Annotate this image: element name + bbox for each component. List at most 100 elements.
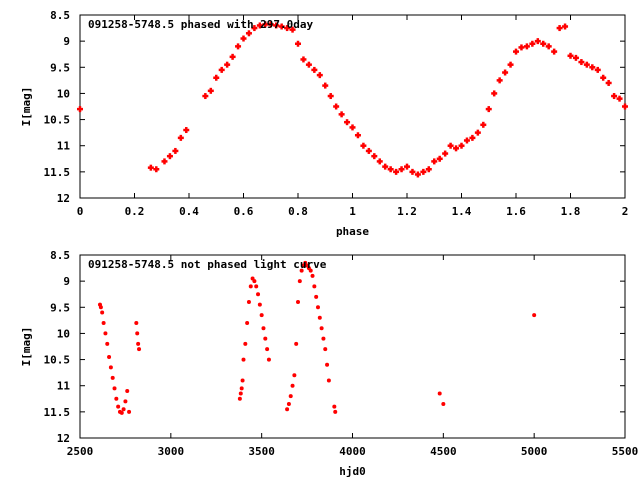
- data-point: [436, 155, 443, 162]
- data-point: [267, 21, 274, 28]
- data-point: [261, 326, 266, 331]
- data-point: [237, 396, 242, 401]
- data-point: [240, 35, 247, 42]
- data-point: [305, 61, 312, 68]
- y-tick-label: 10: [57, 87, 70, 100]
- y-axis-label: I[mag]: [20, 327, 33, 367]
- data-point: [263, 336, 268, 341]
- data-point: [567, 52, 574, 59]
- x-axis-label: hjd0: [339, 465, 366, 478]
- data-point: [437, 391, 442, 396]
- phased-panel: 0 0.2 0.4 0.6 0.8 1 1.2 1.4 1.6 1.8 2 8.5 9 9.5 10 10.5…: [20, 9, 628, 238]
- data-point: [431, 158, 438, 165]
- y-tick-label: 10.5: [44, 114, 71, 127]
- data-point: [147, 164, 154, 171]
- x-tick-label: 2500: [67, 445, 94, 458]
- data-point: [338, 111, 345, 118]
- x-axis-label: phase: [336, 225, 369, 238]
- data-point: [183, 127, 190, 134]
- data-point: [100, 310, 105, 315]
- data-point: [108, 365, 113, 370]
- data-point: [562, 23, 569, 30]
- y-tick-label: 8.5: [50, 249, 70, 262]
- data-point: [376, 158, 383, 165]
- data-point: [532, 313, 537, 318]
- data-point: [112, 386, 117, 391]
- data-point: [288, 394, 293, 399]
- data-point: [312, 284, 317, 289]
- x-tick-label: 0.4: [179, 205, 199, 218]
- x-tick-label: 0.8: [288, 205, 308, 218]
- data-point: [534, 38, 541, 45]
- data-point: [398, 166, 405, 173]
- data-point: [77, 106, 83, 113]
- data-point: [308, 268, 313, 273]
- y-tick-label: 12: [57, 432, 70, 445]
- data-point: [107, 354, 112, 359]
- data-point: [121, 407, 126, 412]
- y-tick-label: 9: [63, 275, 70, 288]
- data-point: [136, 341, 141, 346]
- x-tick-label: 4000: [339, 445, 366, 458]
- data-point: [425, 166, 432, 173]
- x-tick-label: 5000: [521, 445, 548, 458]
- data-point: [474, 129, 481, 136]
- plot-title: 091258-5748.5 not phased light curve: [88, 258, 327, 271]
- y-axis-label: I[mag]: [20, 87, 33, 127]
- data-point: [213, 74, 220, 81]
- data-point: [323, 347, 328, 352]
- data-point: [103, 331, 108, 336]
- data-point: [523, 43, 530, 50]
- data-point: [556, 25, 563, 32]
- data-point: [98, 305, 103, 310]
- x-tick-label: 1.8: [561, 205, 581, 218]
- data-point: [453, 145, 460, 152]
- data-point: [127, 409, 132, 414]
- data-point: [463, 137, 470, 144]
- data-point: [545, 43, 552, 50]
- data-point: [153, 166, 160, 173]
- data-point: [284, 25, 291, 32]
- data-point: [265, 347, 270, 352]
- data-point: [166, 153, 173, 160]
- data-point: [414, 171, 421, 178]
- data-point: [114, 396, 119, 401]
- data-point: [605, 79, 612, 86]
- data-point: [251, 25, 258, 32]
- data-point: [551, 48, 558, 55]
- data-point: [317, 315, 322, 320]
- data-point: [578, 59, 585, 66]
- data-point: [235, 43, 242, 50]
- y-tick-label: 10.5: [44, 354, 71, 367]
- data-point: [245, 30, 252, 37]
- data-point: [409, 168, 416, 175]
- data-point: [289, 26, 296, 33]
- x-tick-label: 2: [622, 205, 629, 218]
- data-point: [239, 386, 244, 391]
- x-tick-label: 3500: [248, 445, 275, 458]
- data-point: [321, 336, 326, 341]
- data-point: [177, 134, 184, 141]
- data-point: [447, 142, 454, 149]
- y-tick-label: 11.5: [44, 406, 71, 419]
- data-point: [458, 142, 465, 149]
- x-tick-label: 1.4: [452, 205, 472, 218]
- data-point: [382, 163, 389, 170]
- data-point: [161, 158, 168, 165]
- data-point: [297, 279, 302, 284]
- data-point: [286, 402, 291, 407]
- data-point: [387, 166, 394, 173]
- data-point: [273, 22, 280, 29]
- data-point: [325, 362, 330, 367]
- data-point: [589, 64, 596, 71]
- data-point: [594, 66, 601, 73]
- data-point: [172, 147, 179, 154]
- x-tick-label: 3000: [158, 445, 185, 458]
- data-point: [311, 66, 318, 73]
- plot-frame: [79, 254, 626, 439]
- x-tick-label: 1.6: [506, 205, 526, 218]
- data-point: [256, 22, 263, 29]
- data-point: [241, 357, 246, 362]
- data-point: [344, 119, 351, 126]
- data-point: [485, 106, 492, 113]
